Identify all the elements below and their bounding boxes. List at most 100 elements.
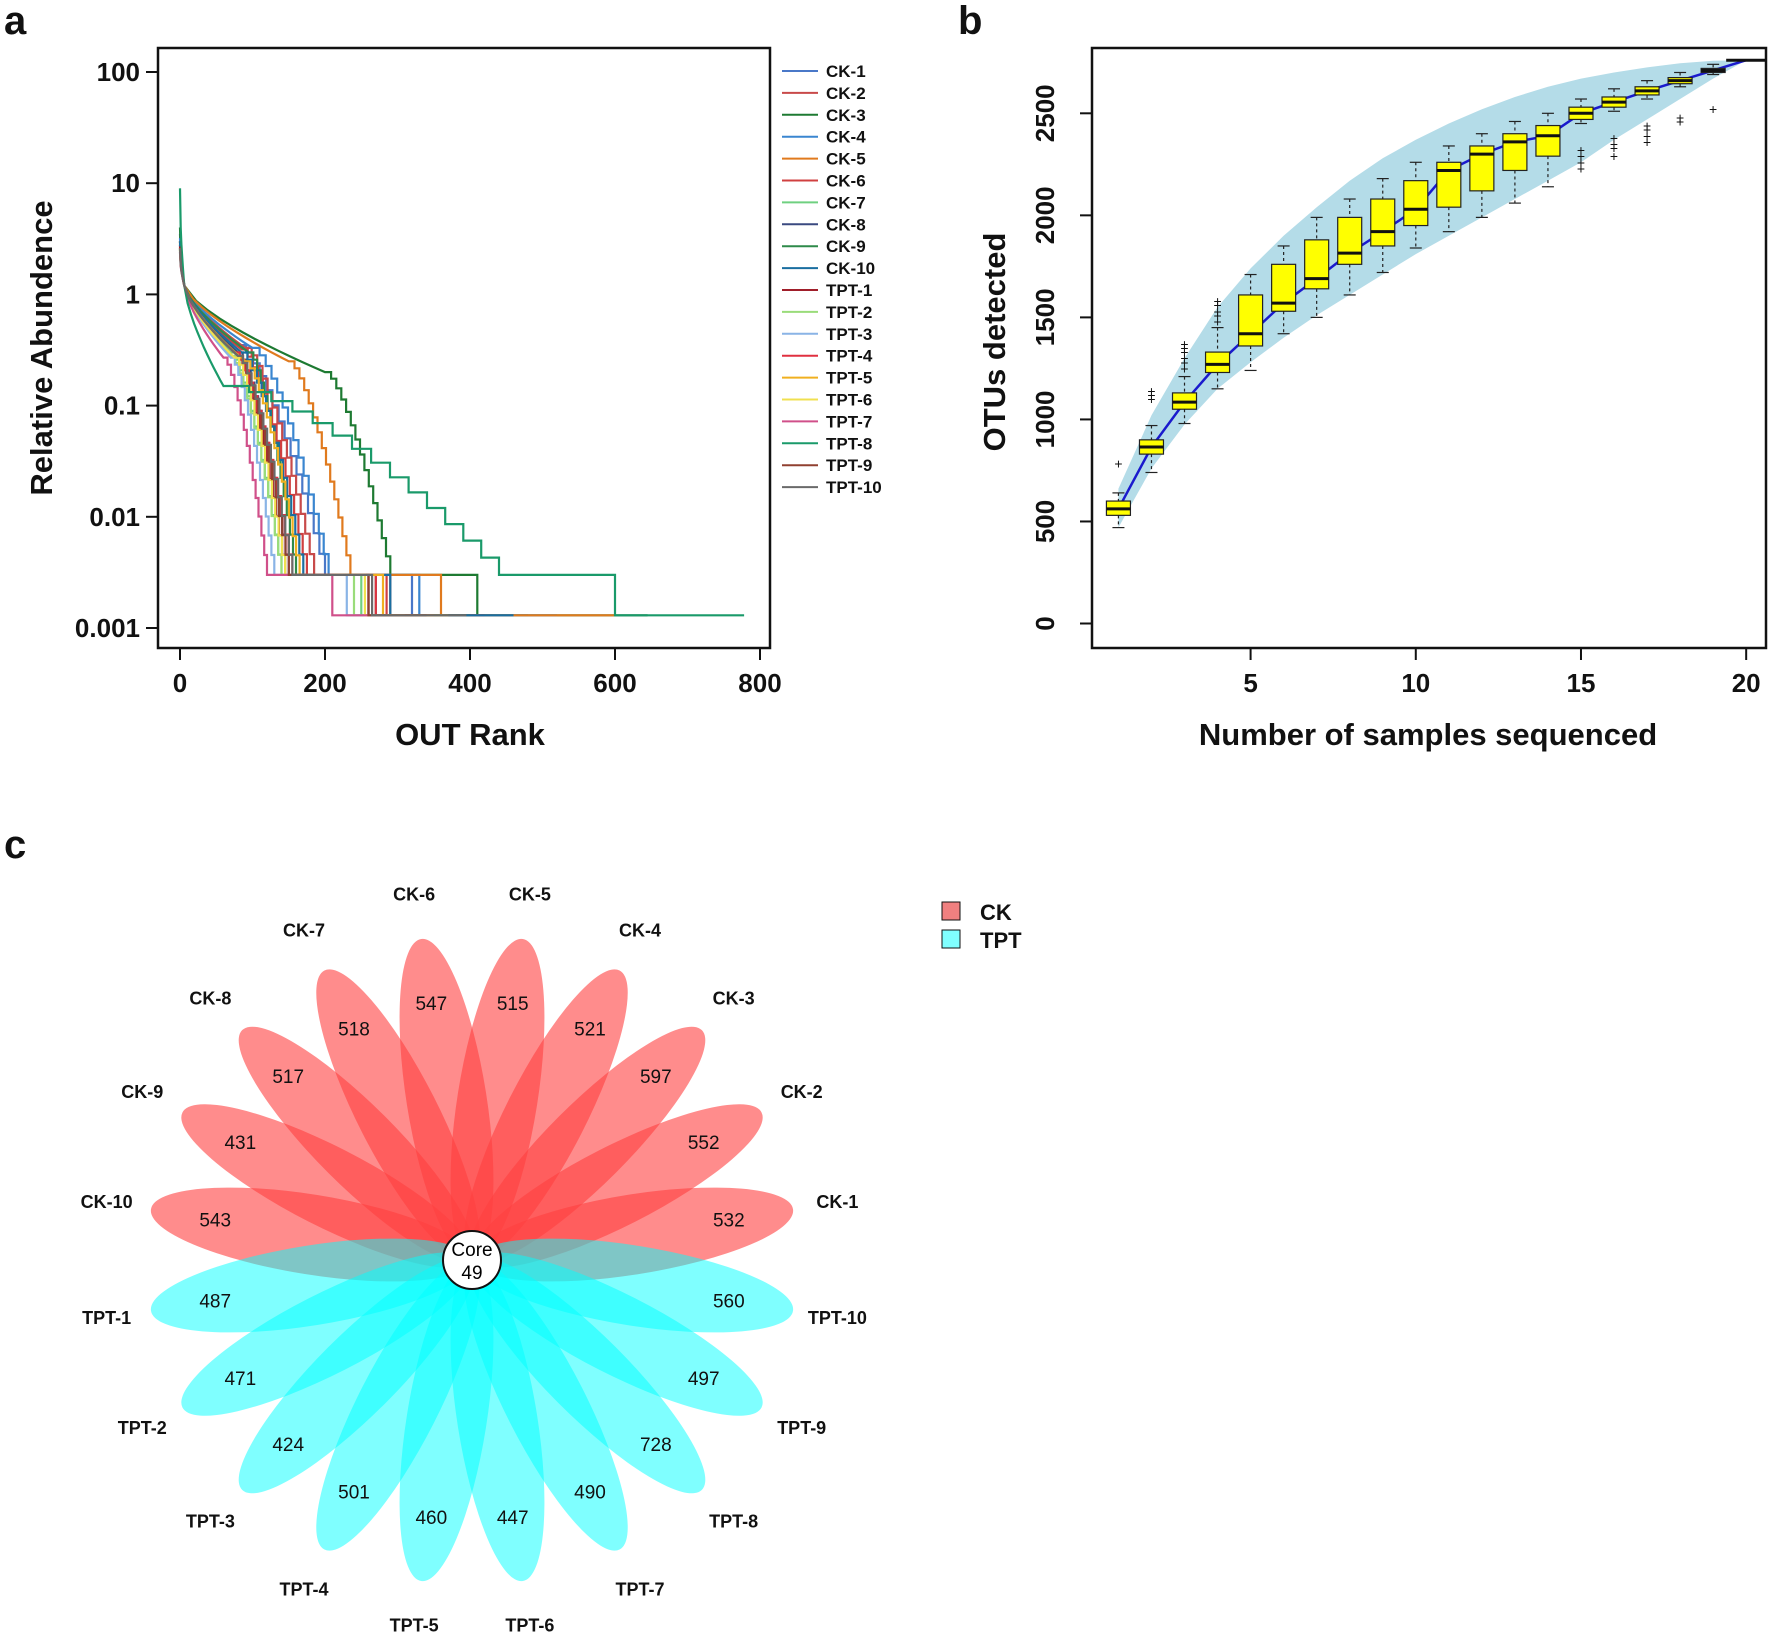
legend-label-ck-3: CK-3 <box>826 106 866 125</box>
x-tick-label-a: 200 <box>303 668 346 698</box>
legend-label-ck-2: CK-2 <box>826 84 866 103</box>
core-label: Core <box>451 1240 492 1261</box>
box-outlier: + <box>1114 455 1122 471</box>
petal-value-tpt-1: 487 <box>199 1292 231 1313</box>
series-line-tpt-8 <box>178 188 745 617</box>
box-outlier: + <box>1213 303 1221 319</box>
petal-label-ck-4: CK-4 <box>619 920 661 940</box>
petal-value-ck-9: 431 <box>224 1133 256 1154</box>
box-outlier: + <box>1577 148 1585 164</box>
series-line-ck-3 <box>178 227 648 617</box>
x-tick-label-b: 15 <box>1567 668 1596 698</box>
box-outlier: + <box>1577 142 1585 158</box>
confidence-band <box>1118 60 1747 528</box>
y-tick-label-a: 0.1 <box>104 391 140 421</box>
legend-label-tpt-4: TPT-4 <box>826 347 873 366</box>
petal-value-tpt-2: 471 <box>224 1369 256 1390</box>
y-axis-label-b: OTUs detected <box>977 233 1012 452</box>
petal-label-tpt-3: TPT-3 <box>186 1512 235 1532</box>
core-value: 49 <box>461 1263 482 1284</box>
legend-label-ck: CK <box>980 900 1012 925</box>
y-tick-label-a: 1 <box>126 279 140 309</box>
petal-value-ck-6: 547 <box>415 994 447 1015</box>
petal-label-ck-8: CK-8 <box>189 988 231 1008</box>
petal-label-ck-3: CK-3 <box>713 988 755 1008</box>
petal-tpt-1 <box>150 1238 472 1333</box>
y-tick-label-a: 0.01 <box>89 502 140 532</box>
y-tick-label-b: 1500 <box>1030 288 1060 346</box>
petal-value-ck-7: 518 <box>338 1019 370 1040</box>
y-tick-label-b: 1000 <box>1030 391 1060 449</box>
legend-a: CK-1 CK-2 CK-3 CK-4 CK-5 CK-6 CK-7 CK-8 CK-9 CK-1… <box>782 62 882 497</box>
y-tick-label-b: 0 <box>1030 616 1060 630</box>
y-tick-label-a: 0.001 <box>75 613 140 643</box>
rank-abundance-lines <box>178 188 745 617</box>
legend-label-tpt-9: TPT-9 <box>826 456 872 475</box>
petal-ck-6 <box>399 938 494 1260</box>
box-body <box>1535 124 1561 157</box>
box-outlier: + <box>1643 122 1651 138</box>
box-outlier: + <box>1577 160 1585 176</box>
petal-label-tpt-7: TPT-7 <box>615 1580 664 1600</box>
x-tick-label-b: 10 <box>1401 668 1430 698</box>
plot-frame-b <box>1090 46 1768 650</box>
petal-value-ck-10: 543 <box>199 1210 231 1231</box>
box-outlier: + <box>1180 350 1188 366</box>
box-outlier: + <box>1213 313 1221 329</box>
box-body <box>1370 198 1396 247</box>
petal-label-ck-7: CK-7 <box>283 920 325 940</box>
box-body <box>1237 294 1264 347</box>
axes-a: 0 200 400 600 800 100 10 1 0.1 0.01 0.001 <box>75 57 782 698</box>
core-circle <box>442 1230 502 1290</box>
y-tick-label-a: 10 <box>111 168 140 198</box>
petal-value-ck-4: 521 <box>574 1019 606 1040</box>
axes-b: 5 10 15 20 0 500 1000 1500 2000 2500 <box>1030 84 1761 698</box>
x-axis-label-a: OUT Rank <box>395 717 546 752</box>
box-outlier: + <box>1577 154 1585 170</box>
x-tick-label-b: 20 <box>1732 668 1761 698</box>
box-outlier: + <box>1676 113 1684 129</box>
legend-label-tpt: TPT <box>980 928 1022 953</box>
box-body <box>1304 239 1330 290</box>
legend-swatch-tpt <box>941 929 961 949</box>
petal-value-ck-8: 517 <box>272 1067 304 1088</box>
y-tick-label-a: 100 <box>97 57 140 87</box>
y-tick-label-b: 500 <box>1030 500 1060 543</box>
box-outlier: + <box>1643 118 1651 134</box>
series-line-ck-10 <box>178 241 514 617</box>
x-tick-label-b: 5 <box>1243 668 1257 698</box>
x-tick-label-a: 600 <box>593 668 636 698</box>
legend-label-tpt-5: TPT-5 <box>826 369 872 388</box>
petal-label-tpt-10: TPT-10 <box>808 1308 867 1328</box>
panel-letter-c: c <box>4 823 26 867</box>
x-tick-label-a: 800 <box>738 668 781 698</box>
box-outlier: + <box>1180 354 1188 370</box>
box-outlier: + <box>1180 340 1188 356</box>
petal-value-tpt-9: 497 <box>688 1369 720 1390</box>
petal-label-tpt-6: TPT-6 <box>505 1615 554 1635</box>
x-tick-label-a: 0 <box>173 668 187 698</box>
box-outlier: + <box>1147 391 1155 407</box>
legend-label-ck-7: CK-7 <box>826 193 866 212</box>
box-outlier: + <box>1643 128 1651 144</box>
petal-label-ck-9: CK-9 <box>121 1082 163 1102</box>
boxplot-area: +++++++++++++++++++ ++++ ++++ +++ <box>1105 58 1767 529</box>
petal-value-tpt-10: 560 <box>713 1292 745 1313</box>
petal-value-tpt-8: 728 <box>640 1435 672 1456</box>
petal-value-tpt-6: 447 <box>497 1508 529 1529</box>
panel-letter-b: b <box>958 0 982 43</box>
box-outlier: + <box>1213 293 1221 309</box>
legend-label-tpt-7: TPT-7 <box>826 412 872 431</box>
box-body <box>1337 216 1363 265</box>
petal-value-tpt-5: 460 <box>415 1508 447 1529</box>
legend-label-tpt-1: TPT-1 <box>826 281 872 300</box>
petal-label-ck-6: CK-6 <box>393 885 435 905</box>
legend-label-ck-6: CK-6 <box>826 172 866 191</box>
box-outlier: + <box>1180 344 1188 360</box>
series-line-tpt-10 <box>178 248 467 617</box>
legend-label-tpt-10: TPT-10 <box>826 478 882 497</box>
legend-label-ck-10: CK-10 <box>826 259 875 278</box>
box-outlier: + <box>1610 136 1618 152</box>
y-tick-label-b: 2000 <box>1030 186 1060 244</box>
